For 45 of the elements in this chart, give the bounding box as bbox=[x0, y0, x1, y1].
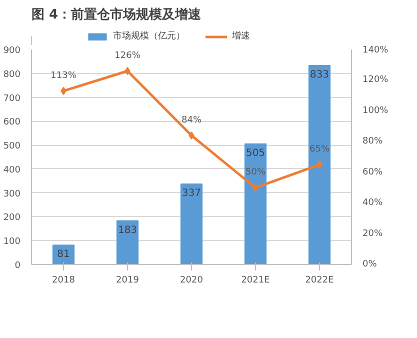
data-label: 505 bbox=[246, 148, 266, 159]
y2-tick-label: 80% bbox=[362, 136, 383, 147]
bar bbox=[244, 143, 267, 264]
bar bbox=[116, 220, 139, 264]
y-tick-label: 600 bbox=[3, 118, 21, 128]
data-label: 833 bbox=[310, 70, 330, 81]
legend-label: 增速 bbox=[232, 30, 251, 42]
x-tick-label: 2019 bbox=[116, 276, 140, 286]
data-label: 81 bbox=[57, 249, 70, 260]
bar bbox=[308, 65, 331, 264]
y-tick-label: 300 bbox=[3, 189, 21, 200]
point bbox=[60, 86, 66, 95]
y-tick-label: 900 bbox=[3, 46, 21, 56]
y-tick-label: 800 bbox=[3, 70, 21, 80]
y2-tick-label: 60% bbox=[362, 167, 383, 178]
data-label: 84% bbox=[182, 116, 202, 126]
data-label: 50% bbox=[246, 168, 266, 178]
x-tick-label: 2020 bbox=[180, 276, 204, 286]
y-tick-label: 100 bbox=[3, 237, 21, 248]
x-tick-label: 2021E bbox=[241, 276, 270, 286]
legend-label: 市场规模（亿元） bbox=[113, 30, 185, 42]
y2-tick-label: 0% bbox=[362, 260, 378, 270]
y2-tick-label: 40% bbox=[362, 198, 383, 208]
x-tick-label: 2022E bbox=[305, 276, 334, 286]
data-label: 65% bbox=[310, 144, 330, 155]
point bbox=[252, 184, 258, 192]
point bbox=[316, 160, 322, 169]
y-tick-label: 0 bbox=[14, 261, 21, 271]
y-tick-label: 500 bbox=[3, 142, 21, 152]
y2-tick-label: 20% bbox=[362, 228, 383, 239]
chart-title: 图 4：前置仓市场规模及增速 bbox=[32, 6, 202, 22]
point bbox=[188, 132, 194, 140]
data-label: 183 bbox=[118, 224, 138, 236]
bar bbox=[180, 183, 203, 264]
y2-tick-label: 120% bbox=[362, 75, 389, 86]
y-tick-label: 700 bbox=[3, 94, 21, 104]
data-label: 113% bbox=[50, 70, 77, 81]
y2-tick-label: 100% bbox=[362, 106, 389, 116]
data-label: 337 bbox=[182, 188, 202, 199]
y-tick-label: 400 bbox=[3, 165, 21, 176]
data-label: 126% bbox=[114, 51, 141, 61]
x-tick-label: 2018 bbox=[52, 276, 76, 286]
point bbox=[124, 67, 130, 75]
y-tick-label: 200 bbox=[3, 213, 21, 224]
y2-tick-label: 140% bbox=[362, 46, 389, 56]
